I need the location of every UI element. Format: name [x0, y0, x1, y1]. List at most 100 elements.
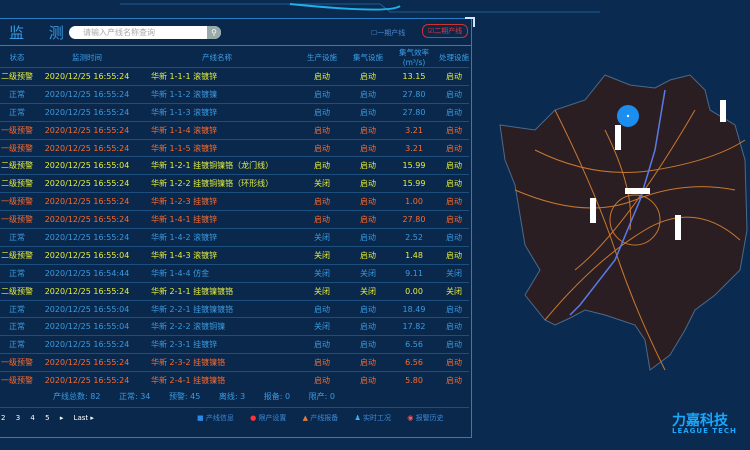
cell-production: 启动: [297, 210, 347, 229]
cell-production: 启动: [297, 120, 347, 140]
cell-status: 一级预警: [0, 192, 37, 211]
cell-gas-collection: 启动: [347, 138, 389, 157]
cell-status: 一级预警: [0, 371, 37, 390]
page-2[interactable]: 2: [1, 414, 6, 422]
column-header-treatment: 处理设施: [439, 52, 469, 62]
cell-efficiency: 15.99: [389, 174, 439, 193]
summary-total: 产线总数: 82: [53, 392, 101, 401]
cell-efficiency: 1.00: [389, 192, 439, 211]
table-row[interactable]: 正常 2020/12/25 16:55:04 华新 2-2-2 滚镀铜镍 关闭 启动 17…: [0, 317, 469, 336]
cell-efficiency: 2.52: [389, 228, 439, 247]
line-report-button[interactable]: ▲ 产线报备: [303, 414, 339, 422]
cell-treatment: 启动: [439, 210, 469, 229]
cell-line-name: 华新 2-2-2 滚镀铜镍: [137, 317, 297, 336]
summary-standby: 报备: 0: [263, 392, 291, 401]
cell-production: 关闭: [297, 245, 347, 265]
cell-time: 2020/12/25 16:55:24: [37, 192, 137, 211]
cell-treatment: 启动: [439, 120, 469, 140]
cell-production: 关闭: [297, 263, 347, 283]
cell-line-name: 华新 1-2-1 挂镀铜镍铬（龙门线）: [137, 156, 297, 175]
table-row[interactable]: 正常 2020/12/25 16:55:24 华新 1-4-2 滚镀锌 关闭 启动 2.5…: [0, 228, 469, 247]
map-labels: [590, 100, 726, 240]
tool-label: 报警历史: [415, 414, 444, 422]
divider: [0, 45, 471, 46]
cell-gas-collection: 关闭: [347, 281, 389, 301]
cell-efficiency: 3.21: [389, 138, 439, 157]
cell-status: 一级预警: [0, 210, 37, 229]
summary-stopped: 限产: 0: [308, 392, 335, 401]
cell-treatment: 启动: [439, 174, 469, 193]
table-row[interactable]: 一级预警 2020/12/25 16:55:24 华新 1-4-1 挂镀锌 启动 启动 2…: [0, 210, 469, 229]
region-shape: [499, 74, 748, 371]
top-decoration: [120, 3, 600, 13]
page-4[interactable]: 4: [30, 414, 35, 422]
cell-efficiency: 17.82: [389, 317, 439, 336]
filter-phase2-checkbox[interactable]: ☑二期产线: [422, 24, 468, 38]
table-row[interactable]: 二级预警 2020/12/25 16:55:24 华新 1-2-2 挂镀铜镍铬（环形…: [0, 174, 469, 193]
cell-gas-collection: 启动: [347, 228, 389, 247]
page-3[interactable]: 3: [15, 414, 21, 422]
cell-line-name: 华新 2-3-1 挂镀锌: [137, 335, 297, 354]
cell-production: 启动: [297, 335, 347, 354]
cell-efficiency: 18.49: [389, 299, 439, 318]
cell-line-name: 华新 1-4-4 仿金: [137, 263, 297, 283]
cell-time: 2020/12/25 16:55:24: [37, 281, 137, 301]
cell-line-name: 华新 2-4-1 挂镀镍铬: [137, 371, 297, 390]
cell-line-name: 华新 1-1-4 滚镀锌: [137, 120, 297, 140]
table-row[interactable]: 正常 2020/12/25 16:55:24 华新 2-3-1 挂镀锌 启动 启动 6.5…: [0, 335, 469, 354]
last-page-button[interactable]: Last ▸: [73, 414, 94, 422]
table-row[interactable]: 一级预警 2020/12/25 16:55:24 华新 2-4-1 挂镀镍铬 启动 启动…: [0, 371, 469, 390]
page-5[interactable]: 5: [45, 414, 50, 422]
cell-treatment: 启动: [439, 102, 469, 122]
table-row[interactable]: 正常 2020/12/25 16:55:04 华新 2-2-1 挂镀镍镀铬 启动 启动 1…: [0, 299, 469, 318]
table-row[interactable]: 二级预警 2020/12/25 16:55:04 华新 1-2-1 挂镀铜镍铬（龙门…: [0, 156, 469, 175]
column-header-efficiency: 集气效率(m³/s): [399, 48, 429, 67]
cell-production: 启动: [297, 138, 347, 157]
cell-gas-collection: 启动: [347, 102, 389, 122]
table-row[interactable]: 二级预警 2020/12/25 16:55:04 华新 1-4-3 滚镀锌 关闭 启动 1…: [0, 245, 469, 265]
column-header-time: 监测时间: [72, 52, 102, 62]
search-icon[interactable]: ⚲: [207, 26, 221, 39]
column-header-status: 状态: [9, 52, 25, 62]
cell-status: 二级预警: [0, 67, 37, 86]
cell-line-name: 华新 1-4-2 滚镀锌: [137, 228, 297, 247]
company-logo: 力嘉科技 LEAGUE TECH: [672, 410, 737, 435]
search-input[interactable]: 请输入产线名称查询 ⚲: [69, 26, 221, 39]
column-header-production: 生产设施: [307, 52, 337, 62]
cell-gas-collection: 启动: [347, 120, 389, 140]
cell-time: 2020/12/25 16:55:24: [37, 120, 137, 140]
cell-treatment: 启动: [439, 335, 469, 354]
table-row[interactable]: 二级预警 2020/12/25 16:55:24 华新 1-1-1 滚镀锌 启动 启动 1…: [0, 67, 469, 86]
table-row[interactable]: 一级预警 2020/12/25 16:55:24 华新 2-3-2 挂镀镍铬 启动 启动…: [0, 353, 469, 372]
cell-gas-collection: 启动: [347, 192, 389, 211]
table-row[interactable]: 正常 2020/12/25 16:55:24 华新 1-1-3 滚镀锌 启动 启动 27.…: [0, 102, 469, 122]
table-row[interactable]: 一级预警 2020/12/25 16:55:24 华新 1-1-4 滚镀锌 启动 启动 3…: [0, 120, 469, 140]
cell-status: 正常: [0, 263, 37, 283]
filter-phase1-checkbox[interactable]: ☐一期产线: [371, 29, 406, 37]
cell-time: 2020/12/25 16:54:44: [37, 263, 137, 283]
table-row[interactable]: 一级预警 2020/12/25 16:55:24 华新 1-1-5 滚镀锌 启动 启动 3…: [0, 138, 469, 157]
line-info-button[interactable]: ■ 产线信息: [197, 414, 234, 422]
limit-icon: ●: [250, 414, 257, 422]
panel-title: 监 测: [9, 24, 74, 42]
filter-phase2-label: 二期产线: [434, 27, 463, 35]
realtime-status-button[interactable]: ♟ 实时工况: [355, 414, 392, 422]
cell-efficiency: 6.56: [389, 335, 439, 354]
summary-offline: 离线: 3: [218, 392, 246, 401]
table-row[interactable]: 正常 2020/12/25 16:55:24 华新 1-1-2 滚镀镍 启动 启动 27.…: [0, 84, 469, 104]
cell-gas-collection: 启动: [347, 174, 389, 193]
table-row[interactable]: 一级预警 2020/12/25 16:55:24 华新 1-2-3 挂镀锌 启动 启动 1…: [0, 192, 469, 211]
cell-treatment: 启动: [439, 138, 469, 157]
next-page-button[interactable]: ▸: [59, 414, 64, 422]
table-row[interactable]: 二级预警 2020/12/25 16:55:24 华新 2-1-1 挂镀镍镀铬 关闭关…: [0, 281, 469, 301]
cell-time: 2020/12/25 16:55:24: [37, 174, 137, 193]
alarm-history-button[interactable]: ◉ 报警历史: [407, 414, 443, 422]
table-row[interactable]: 正常 2020/12/25 16:54:44 华新 1-4-4 仿金 关闭 关闭 9.11…: [0, 263, 469, 283]
cell-time: 2020/12/25 16:55:04: [37, 156, 137, 175]
limit-setting-button[interactable]: ● 限产设置: [250, 414, 286, 422]
column-header-gas-collection: 集气设施: [353, 52, 383, 62]
person-icon: ♟: [354, 414, 361, 422]
filter-phase1-label: 一期产线: [377, 29, 406, 37]
region-map[interactable]: [495, 70, 750, 380]
cell-treatment: 启动: [439, 156, 469, 175]
